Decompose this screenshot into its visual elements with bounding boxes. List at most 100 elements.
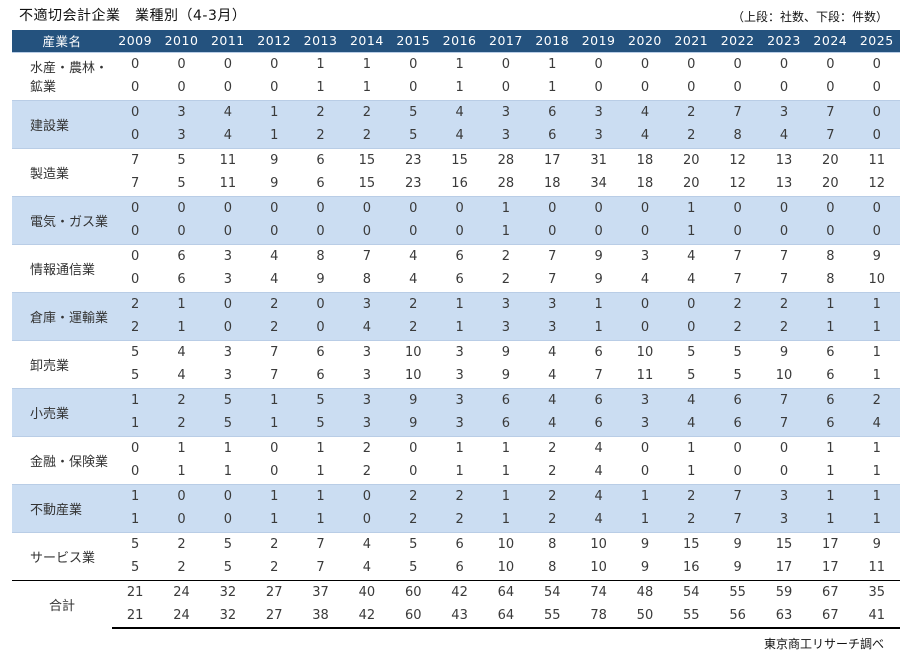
- companies-cell: 37: [297, 579, 344, 604]
- cases-cell: 0: [158, 76, 205, 100]
- companies-cell: 4: [668, 243, 715, 268]
- cases-cell: 9: [714, 556, 761, 580]
- companies-cell: 11: [853, 147, 900, 172]
- cases-cell: 55: [668, 604, 715, 629]
- companies-cell: 2: [714, 291, 761, 316]
- companies-cell: 1: [807, 291, 854, 316]
- companies-cell: 3: [436, 339, 483, 364]
- companies-cell: 3: [343, 291, 391, 316]
- cases-cell: 5: [390, 556, 437, 580]
- companies-cell: 6: [482, 387, 530, 412]
- companies-cell: 20: [807, 147, 854, 172]
- cases-cell: 6: [297, 364, 344, 388]
- cases-cell: 0: [714, 460, 761, 484]
- cases-cell: 4: [853, 412, 900, 436]
- companies-cell: 3: [204, 243, 252, 268]
- companies-cell: 0: [714, 435, 761, 460]
- companies-cell: 3: [482, 99, 530, 124]
- companies-cell: 28: [482, 147, 530, 172]
- companies-cell: 0: [204, 51, 252, 76]
- cases-cell: 6: [436, 268, 483, 292]
- cases-cell: 5: [204, 556, 252, 580]
- companies-cell: 0: [112, 51, 159, 76]
- companies-cell: 0: [668, 51, 715, 76]
- companies-cell: 4: [529, 387, 576, 412]
- row-label: 不動産業: [12, 483, 112, 532]
- cases-cell: 0: [807, 76, 854, 100]
- cases-cell: 9: [251, 172, 298, 196]
- row-label: 建設業: [12, 99, 112, 148]
- column-header-year: 2022: [714, 30, 761, 52]
- cases-cell: 1: [251, 412, 298, 436]
- companies-cell: 1: [251, 99, 298, 124]
- companies-cell: 3: [482, 291, 530, 316]
- cases-cell: 28: [482, 172, 530, 196]
- cases-cell: 10: [575, 556, 622, 580]
- companies-cell: 0: [204, 195, 252, 220]
- cases-cell: 0: [668, 316, 715, 340]
- cases-cell: 0: [807, 220, 854, 244]
- companies-cell: 0: [621, 435, 669, 460]
- companies-cell: 27: [251, 579, 298, 604]
- cases-cell: 5: [158, 172, 205, 196]
- companies-cell: 0: [158, 483, 205, 508]
- companies-cell: 7: [714, 99, 761, 124]
- cases-cell: 3: [204, 364, 252, 388]
- cases-cell: 1: [482, 460, 530, 484]
- cases-cell: 7: [760, 268, 808, 292]
- cases-cell: 1: [436, 316, 483, 340]
- column-header-year: 2019: [575, 30, 622, 52]
- companies-cell: 13: [760, 147, 808, 172]
- companies-cell: 1: [668, 195, 715, 220]
- companies-cell: 2: [251, 531, 298, 556]
- cases-cell: 2: [158, 412, 205, 436]
- companies-cell: 0: [112, 243, 159, 268]
- cases-cell: 5: [297, 412, 344, 436]
- cases-cell: 0: [251, 76, 298, 100]
- table-row-cases: 7 5 11 9 6 15 23 16 28 18 34 18 20 12 13 20 12: [12, 172, 900, 196]
- cases-cell: 2: [668, 508, 715, 532]
- companies-cell: 3: [204, 339, 252, 364]
- companies-cell: 1: [297, 51, 344, 76]
- cases-cell: 1: [668, 220, 715, 244]
- companies-cell: 0: [390, 195, 437, 220]
- table-header: 産業名 2009 2010 2011 2012 2013 2014 2015 2016 2017 2…: [12, 30, 900, 52]
- companies-cell: 0: [760, 195, 808, 220]
- cases-cell: 1: [575, 316, 622, 340]
- companies-cell: 0: [621, 291, 669, 316]
- table-row-companies: 情報通信業 0 6 3 4 8 7 4 6 2 7 9 3 4 7 7 8 9: [12, 243, 900, 292]
- cases-cell: 9: [297, 268, 344, 292]
- cases-cell: 0: [621, 220, 669, 244]
- cases-cell: 6: [158, 268, 205, 292]
- companies-cell: 0: [760, 435, 808, 460]
- cases-cell: 0: [158, 508, 205, 532]
- cases-cell: 8: [714, 124, 761, 148]
- cases-cell: 2: [482, 268, 530, 292]
- cases-cell: 11: [853, 556, 900, 580]
- cases-cell: 34: [575, 172, 622, 196]
- companies-cell: 7: [714, 243, 761, 268]
- companies-cell: 8: [807, 243, 854, 268]
- cases-cell: 0: [204, 316, 252, 340]
- companies-cell: 0: [251, 51, 298, 76]
- companies-cell: 1: [807, 435, 854, 460]
- companies-cell: 2: [158, 531, 205, 556]
- companies-cell: 35: [853, 579, 900, 604]
- cases-cell: 0: [482, 76, 530, 100]
- cases-cell: 42: [343, 604, 391, 629]
- cases-cell: 18: [621, 172, 669, 196]
- cases-cell: 8: [807, 268, 854, 292]
- cases-cell: 0: [390, 220, 437, 244]
- companies-cell: 18: [621, 147, 669, 172]
- cases-cell: 4: [621, 124, 669, 148]
- companies-cell: 2: [760, 291, 808, 316]
- cases-cell: 4: [343, 556, 391, 580]
- companies-cell: 7: [112, 147, 159, 172]
- cases-cell: 6: [436, 556, 483, 580]
- companies-cell: 0: [668, 291, 715, 316]
- companies-cell: 5: [390, 531, 437, 556]
- companies-cell: 1: [436, 435, 483, 460]
- legend-note: （上段：社数、下段：件数）: [731, 10, 888, 24]
- cases-cell: 2: [297, 124, 344, 148]
